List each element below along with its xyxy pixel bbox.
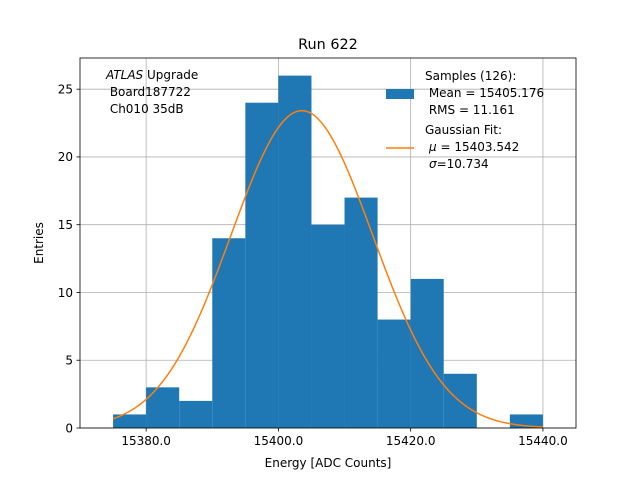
y-axis-ticks: 0 5 10 15 20 25 <box>58 82 80 435</box>
histogram-bar <box>311 224 345 428</box>
chart-title: Run 622 <box>298 37 358 53</box>
x-tick-label: 15440.0 <box>518 434 568 448</box>
mu-value: = 15403.542 <box>437 140 520 154</box>
channel-label: Ch010 35dB <box>106 102 184 116</box>
sigma-symbol: σ <box>429 157 437 171</box>
histogram-bar <box>410 278 444 428</box>
x-axis-ticks: 15380.0 15400.0 15420.0 15440.0 <box>121 428 568 448</box>
annotation-line-1: ATLAS Upgrade <box>105 68 198 82</box>
atlas-label: ATLAS <box>105 68 144 82</box>
legend: Samples (126): Mean = 15405.176 RMS = 11… <box>386 69 544 171</box>
y-tick-label: 15 <box>58 218 73 232</box>
sigma-value: =10.734 <box>437 157 489 171</box>
histogram-bar <box>377 319 411 428</box>
legend-samples-swatch <box>386 89 414 99</box>
board-label: Board187722 <box>106 85 191 99</box>
histogram-bar <box>245 102 279 428</box>
gaussian-fit-curve <box>112 109 543 428</box>
histogram-bar <box>212 238 246 428</box>
histogram-bar <box>146 387 180 428</box>
x-tick-label: 15400.0 <box>254 434 304 448</box>
y-tick-label: 20 <box>58 150 73 164</box>
legend-fit-title: Gaussian Fit: <box>425 123 502 137</box>
mu-symbol: μ <box>428 140 437 154</box>
legend-fit-mu: μ = 15403.542 <box>428 140 519 154</box>
histogram-bar <box>278 75 312 428</box>
y-tick-label: 10 <box>58 286 73 300</box>
y-tick-label: 5 <box>65 354 73 368</box>
histogram-bar <box>113 414 147 428</box>
histogram-bar <box>179 400 213 428</box>
annotation-box: ATLAS Upgrade Board187722 Ch010 35dB <box>105 68 198 116</box>
x-tick-label: 15380.0 <box>121 434 171 448</box>
histogram-bar <box>344 197 378 428</box>
legend-samples-title: Samples (126): <box>425 69 516 83</box>
plot-frame <box>79 57 577 429</box>
x-axis-label: Energy [ADC Counts] <box>265 456 392 470</box>
y-tick-label: 0 <box>65 421 73 435</box>
legend-fit-sigma: σ=10.734 <box>429 157 489 171</box>
histogram-bars <box>113 75 543 428</box>
upgrade-label: Upgrade <box>143 68 198 82</box>
x-tick-label: 15420.0 <box>386 434 436 448</box>
gaussian-fit <box>112 109 543 428</box>
y-tick-label: 25 <box>58 82 73 96</box>
legend-samples-mean: Mean = 15405.176 <box>425 86 544 100</box>
y-axis-label: Entries <box>32 222 46 264</box>
legend-samples-rms: RMS = 11.161 <box>425 103 515 117</box>
